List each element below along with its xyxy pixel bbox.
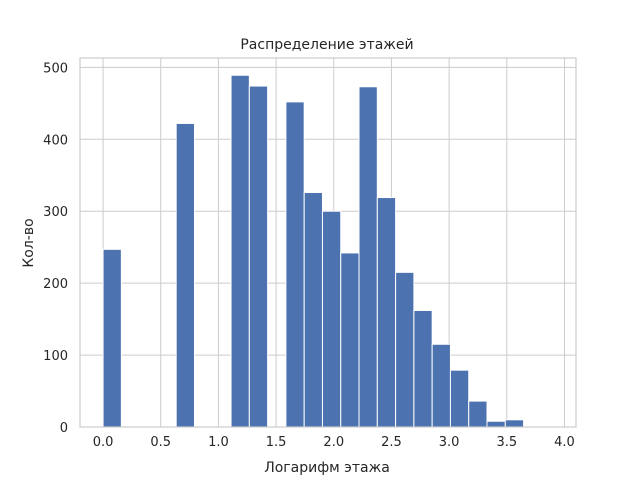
histogram-bar (449, 369, 470, 428)
x-tick-label: 2.5 (381, 435, 402, 450)
histogram-bar (230, 74, 250, 428)
x-tick-label: 2.0 (323, 435, 344, 450)
x-tick-label: 3.0 (439, 435, 460, 450)
histogram-bar (376, 197, 397, 428)
histogram-bar (395, 271, 415, 428)
chart-title: Распределение этажей (240, 37, 413, 53)
x-tick-label: 1.5 (266, 435, 287, 450)
histogram-bar (413, 309, 433, 428)
histogram-bar (175, 122, 195, 428)
histogram-bar (321, 210, 342, 428)
y-tick-label: 400 (43, 133, 68, 148)
y-tick-label: 0 (60, 421, 68, 436)
histogram-bar (358, 86, 378, 428)
y-axis-label: Кол-во (21, 218, 37, 267)
y-tick-labels: 0 100 200 300 400 500 (43, 61, 68, 436)
y-tick-label: 100 (43, 349, 68, 364)
histogram-bar (431, 343, 451, 428)
bars (102, 74, 525, 428)
x-axis-label: Логарифм этажа (264, 460, 390, 476)
histogram-bar (285, 101, 305, 428)
plot-frame (79, 57, 577, 428)
y-tick-label: 200 (43, 277, 68, 292)
histogram-bar (102, 248, 122, 428)
x-tick-label: 1.0 (208, 435, 229, 450)
histogram-bar (248, 85, 269, 428)
y-tick-label: 300 (43, 205, 68, 220)
x-tick-label: 0.0 (93, 435, 114, 450)
histogram-bar (504, 419, 525, 428)
x-tick-labels: 0.0 0.5 1.0 1.5 2.0 2.5 3.0 3.5 4.0 (93, 435, 575, 450)
x-tick-label: 3.5 (496, 435, 517, 450)
histogram-bar (486, 420, 506, 428)
histogram-bar (468, 400, 488, 428)
histogram-bar (303, 192, 323, 428)
x-tick-label: 4.0 (554, 435, 575, 450)
histogram-bar (340, 252, 360, 428)
y-tick-label: 500 (43, 61, 68, 76)
x-tick-label: 0.5 (150, 435, 171, 450)
